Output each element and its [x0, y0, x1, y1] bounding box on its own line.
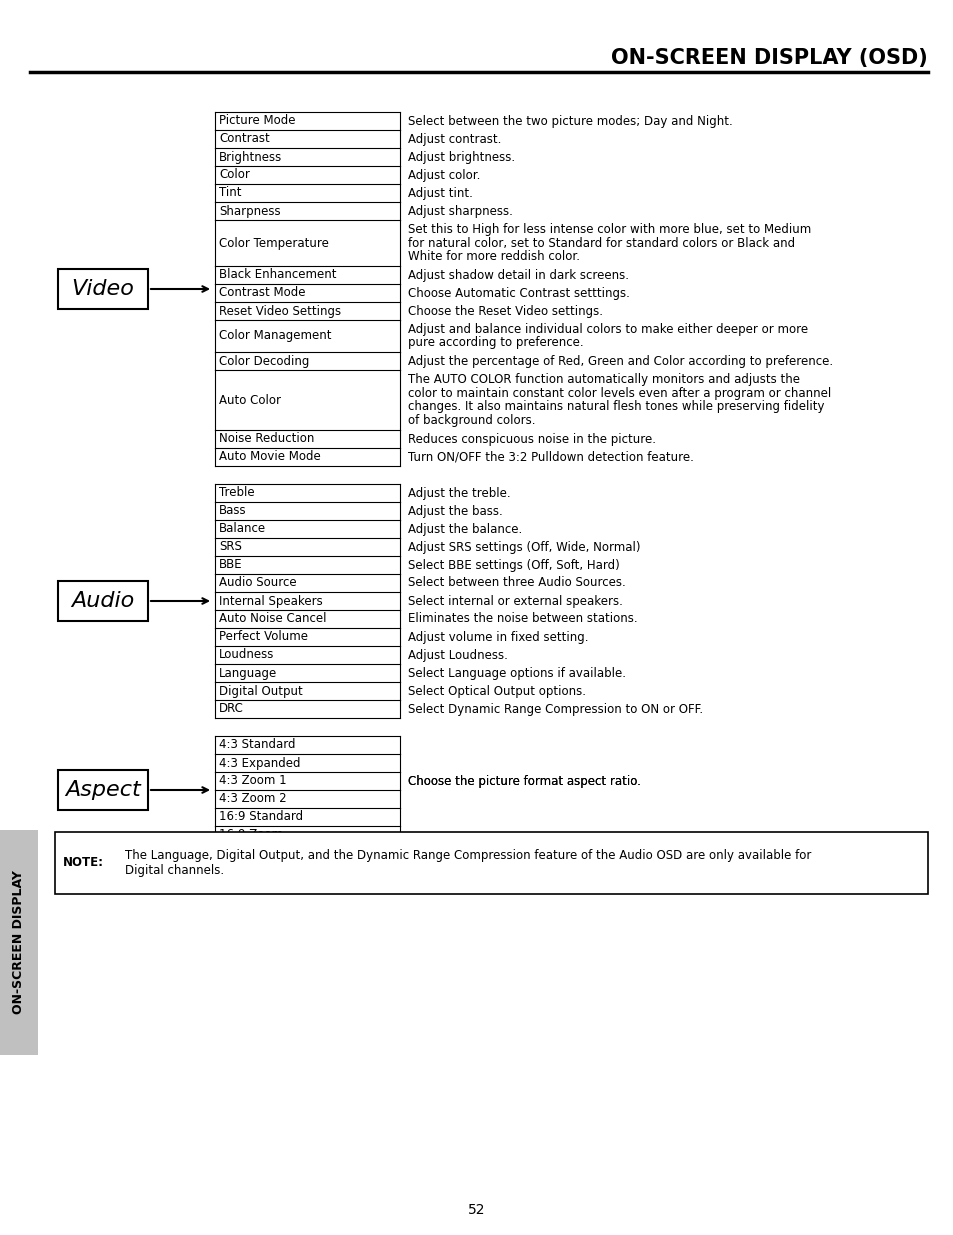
Text: 4:3 Expanded: 4:3 Expanded [219, 757, 300, 769]
Text: The Language, Digital Output, and the Dynamic Range Compression feature of the A: The Language, Digital Output, and the Dy… [125, 848, 810, 862]
Text: Color Management: Color Management [219, 330, 331, 342]
Text: Video: Video [71, 279, 134, 299]
Text: Choose the Reset Video settings.: Choose the Reset Video settings. [408, 305, 602, 317]
Text: color to maintain constant color levels even after a program or channel: color to maintain constant color levels … [408, 387, 830, 400]
Text: 16:9 Zoom: 16:9 Zoom [219, 829, 283, 841]
Text: Select between three Audio Sources.: Select between three Audio Sources. [408, 577, 625, 589]
Text: 52: 52 [468, 1203, 485, 1216]
Bar [55, 832, 927, 894]
Text: Turn ON/OFF the 3:2 Pulldown detection feature.: Turn ON/OFF the 3:2 Pulldown detection f… [408, 451, 693, 463]
Bar [58, 769, 148, 810]
Text: Black Enhancement: Black Enhancement [219, 268, 336, 282]
Text: Select Optical Output options.: Select Optical Output options. [408, 684, 585, 698]
Text: White for more reddish color.: White for more reddish color. [408, 249, 579, 263]
Text: Auto Noise Cancel: Auto Noise Cancel [219, 613, 326, 625]
Text: Select Language options if available.: Select Language options if available. [408, 667, 625, 679]
Text: Adjust tint.: Adjust tint. [408, 186, 473, 200]
Text: Select internal or external speakers.: Select internal or external speakers. [408, 594, 622, 608]
Text: The AUTO COLOR function automatically monitors and adjusts the: The AUTO COLOR function automatically mo… [408, 373, 800, 387]
Text: DRC: DRC [219, 703, 244, 715]
Text: ON-SCREEN DISPLAY: ON-SCREEN DISPLAY [12, 871, 26, 1014]
Text: changes. It also maintains natural flesh tones while preserving fidelity: changes. It also maintains natural flesh… [408, 400, 823, 414]
Text: Select between the two picture modes; Day and Night.: Select between the two picture modes; Da… [408, 115, 732, 127]
Text: Adjust shadow detail in dark screens.: Adjust shadow detail in dark screens. [408, 268, 628, 282]
Text: Choose Automatic Contrast setttings.: Choose Automatic Contrast setttings. [408, 287, 629, 300]
Text: Language: Language [219, 667, 277, 679]
Text: Audio Source: Audio Source [219, 577, 296, 589]
Text: Choose the picture format aspect ratio.: Choose the picture format aspect ratio. [408, 774, 640, 788]
Text: Adjust sharpness.: Adjust sharpness. [408, 205, 513, 217]
Text: Adjust volume in fixed setting.: Adjust volume in fixed setting. [408, 631, 588, 643]
Text: Adjust brightness.: Adjust brightness. [408, 151, 515, 163]
Text: Noise Reduction: Noise Reduction [219, 432, 314, 446]
Text: Adjust the bass.: Adjust the bass. [408, 505, 502, 517]
Text: Contrast Mode: Contrast Mode [219, 287, 305, 300]
Text: Contrast: Contrast [219, 132, 270, 146]
Text: Auto Color: Auto Color [219, 394, 281, 406]
Text: Auto Movie Mode: Auto Movie Mode [219, 451, 320, 463]
Text: pure according to preference.: pure according to preference. [408, 336, 583, 350]
Text: Brightness: Brightness [219, 151, 282, 163]
Text: Adjust the percentage of Red, Green and Color according to preference.: Adjust the percentage of Red, Green and … [408, 354, 832, 368]
Bar [0, 830, 38, 1055]
Text: Internal Speakers: Internal Speakers [219, 594, 322, 608]
Text: Adjust Loudness.: Adjust Loudness. [408, 648, 507, 662]
Text: Loudness: Loudness [219, 648, 274, 662]
Text: BBE: BBE [219, 558, 242, 572]
Text: Audio: Audio [71, 592, 134, 611]
Text: Adjust the treble.: Adjust the treble. [408, 487, 510, 499]
Text: Eliminates the noise between stations.: Eliminates the noise between stations. [408, 613, 637, 625]
Bar [58, 269, 148, 309]
Text: Adjust contrast.: Adjust contrast. [408, 132, 501, 146]
Text: Picture Mode: Picture Mode [219, 115, 295, 127]
Text: Adjust the balance.: Adjust the balance. [408, 522, 521, 536]
Text: Color: Color [219, 168, 250, 182]
Text: Perfect Volume: Perfect Volume [219, 631, 308, 643]
Text: Adjust and balance individual colors to make either deeper or more: Adjust and balance individual colors to … [408, 322, 807, 336]
Text: Reduces conspicuous noise in the picture.: Reduces conspicuous noise in the picture… [408, 432, 656, 446]
Text: SRS: SRS [219, 541, 242, 553]
Text: Set this to High for less intense color with more blue, set to Medium: Set this to High for less intense color … [408, 224, 810, 236]
Text: Adjust color.: Adjust color. [408, 168, 480, 182]
Text: Treble: Treble [219, 487, 254, 499]
Text: 4:3 Zoom 1: 4:3 Zoom 1 [219, 774, 286, 788]
Text: ON-SCREEN DISPLAY (OSD): ON-SCREEN DISPLAY (OSD) [611, 48, 927, 68]
Text: Balance: Balance [219, 522, 266, 536]
Text: Select BBE settings (Off, Soft, Hard): Select BBE settings (Off, Soft, Hard) [408, 558, 619, 572]
Text: Color Decoding: Color Decoding [219, 354, 309, 368]
Text: 4:3 Zoom 2: 4:3 Zoom 2 [219, 793, 286, 805]
Text: Digital channels.: Digital channels. [125, 864, 224, 877]
Text: Sharpness: Sharpness [219, 205, 280, 217]
Text: Color Temperature: Color Temperature [219, 236, 329, 249]
Text: Tint: Tint [219, 186, 241, 200]
Text: NOTE:: NOTE: [63, 857, 104, 869]
Text: Reset Video Settings: Reset Video Settings [219, 305, 341, 317]
Text: Choose the picture format aspect ratio.: Choose the picture format aspect ratio. [408, 774, 640, 788]
Text: Aspect: Aspect [65, 781, 141, 800]
Text: Bass: Bass [219, 505, 247, 517]
Text: for natural color, set to Standard for standard colors or Black and: for natural color, set to Standard for s… [408, 236, 794, 249]
Text: 4:3 Standard: 4:3 Standard [219, 739, 295, 752]
Text: 16:9 Standard: 16:9 Standard [219, 810, 303, 824]
Text: Adjust SRS settings (Off, Wide, Normal): Adjust SRS settings (Off, Wide, Normal) [408, 541, 639, 553]
Text: of background colors.: of background colors. [408, 414, 535, 427]
Text: Select Dynamic Range Compression to ON or OFF.: Select Dynamic Range Compression to ON o… [408, 703, 702, 715]
Bar [58, 580, 148, 621]
Text: Digital Output: Digital Output [219, 684, 302, 698]
